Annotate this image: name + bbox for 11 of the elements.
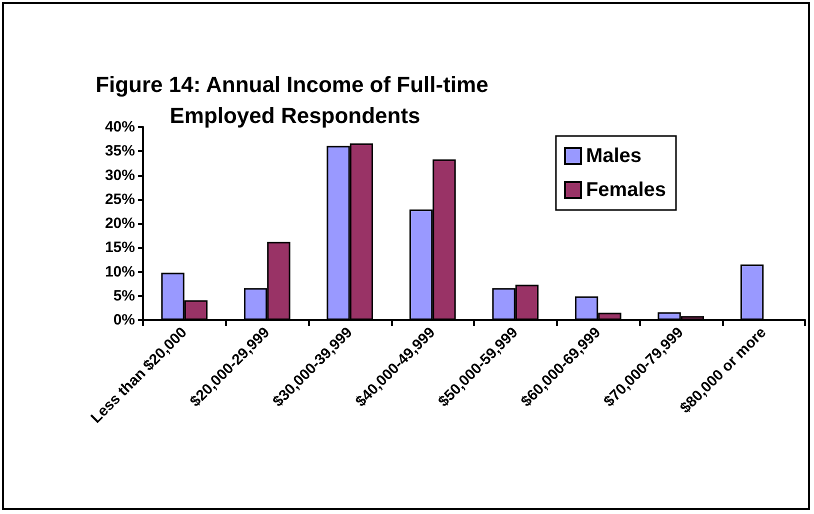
y-tick-label: 35% (104, 142, 135, 160)
y-tick-label: 20% (104, 215, 135, 232)
y-tick-label: 40% (104, 118, 135, 136)
y-tick-label: 15% (104, 239, 135, 256)
legend-label: Males (586, 145, 642, 167)
legend-label: Females (586, 179, 666, 201)
y-tick-label: 25% (104, 190, 135, 208)
y-tick-label: 30% (104, 166, 135, 184)
y-tick-label: 5% (113, 287, 135, 304)
y-tick-label: 0% (113, 312, 135, 328)
y-tick-label: 10% (104, 263, 135, 280)
